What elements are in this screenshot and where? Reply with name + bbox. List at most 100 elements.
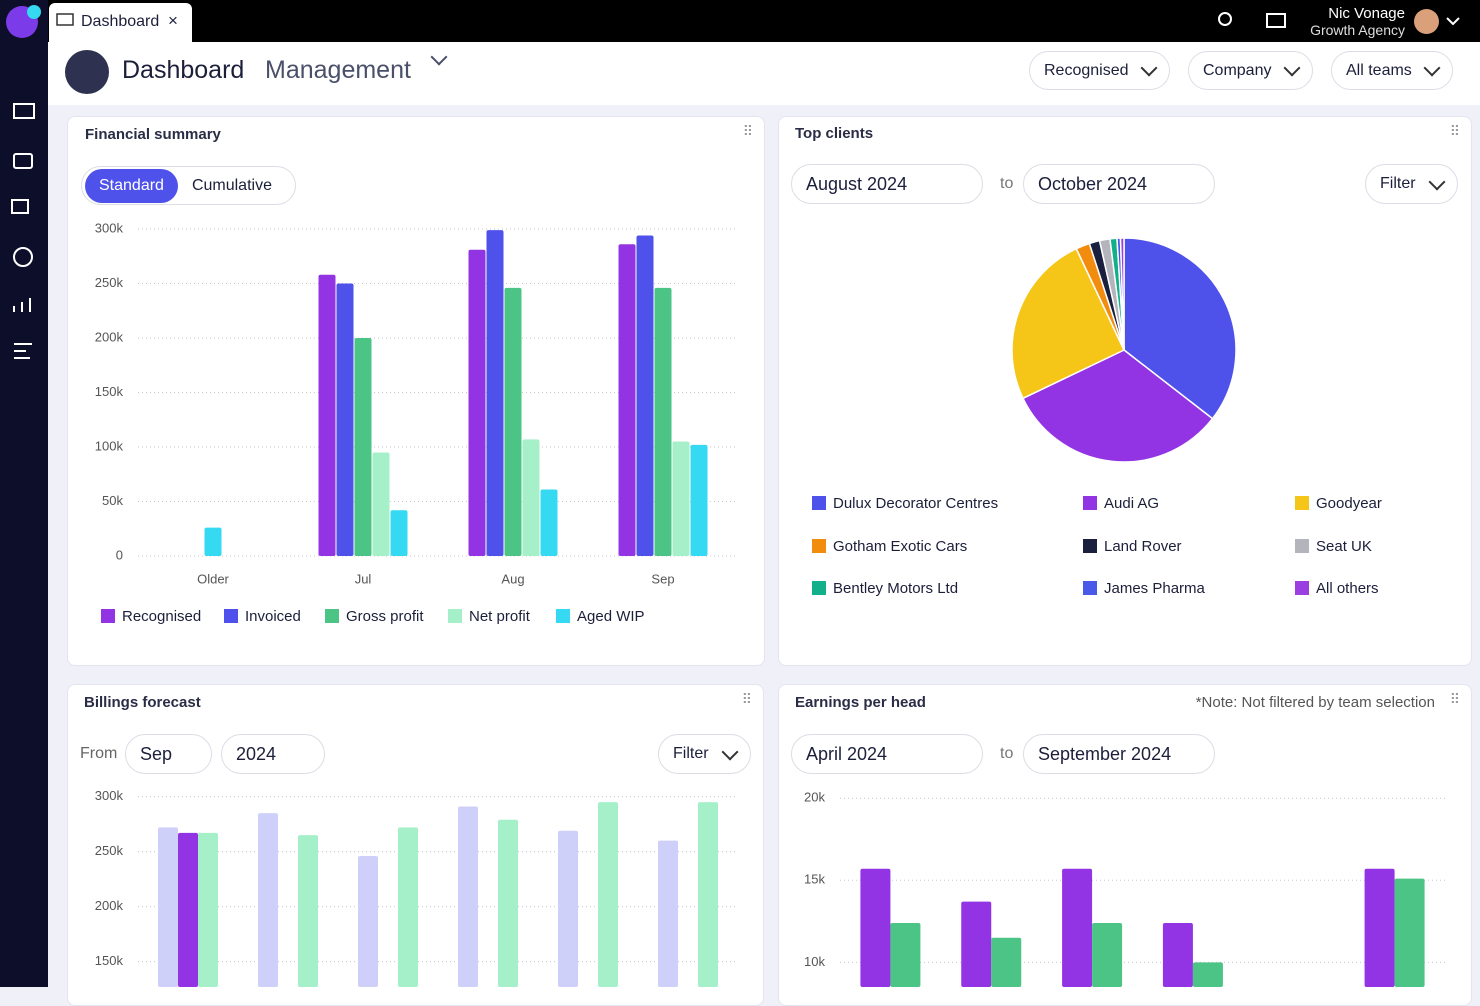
- date-label: September 2024: [1038, 743, 1172, 764]
- y-tick-label: 15k: [804, 872, 825, 887]
- y-tick-label: 10k: [804, 954, 825, 969]
- filter-button[interactable]: Filter: [658, 734, 751, 774]
- card-title: Earnings per head: [795, 694, 926, 711]
- bar: [690, 444, 708, 556]
- logo-dot[interactable]: [27, 5, 41, 19]
- pie-slice: [1021, 349, 1214, 463]
- legend-swatch: [812, 539, 826, 553]
- legend-swatch: [812, 581, 826, 595]
- pie-slice: [1119, 237, 1125, 351]
- tab-label: Dashboard: [81, 13, 160, 30]
- user[interactable]: Nic Vonage Growth Agency: [1310, 5, 1405, 38]
- legend-label: Seat UK: [1316, 538, 1372, 555]
- legend-swatch: [325, 609, 339, 623]
- y-tick-label: 50k: [102, 493, 123, 508]
- x-tick-label: Aug: [501, 571, 524, 586]
- bar: [991, 937, 1022, 987]
- bar: [354, 338, 372, 556]
- date-to[interactable]: October 2024: [1023, 164, 1215, 204]
- nav-delivery[interactable]: [11, 199, 29, 214]
- date-to[interactable]: September 2024: [1023, 734, 1215, 774]
- bar: [540, 489, 558, 556]
- view-select[interactable]: Management: [265, 48, 448, 85]
- to-label: to: [1000, 175, 1014, 192]
- year-select[interactable]: 2024: [221, 734, 325, 774]
- bar: [672, 441, 690, 556]
- windows-icon[interactable]: [1266, 13, 1286, 28]
- avatar[interactable]: [1414, 9, 1439, 34]
- nav-time[interactable]: [13, 247, 33, 267]
- bar: [258, 813, 278, 987]
- legend-label: Goodyear: [1316, 495, 1382, 512]
- legend-swatch: [1295, 581, 1309, 595]
- filter-label: All teams: [1346, 61, 1412, 79]
- legend-label: James Pharma: [1104, 580, 1206, 597]
- bar: [1394, 878, 1425, 987]
- y-tick-label: 200k: [95, 898, 124, 913]
- bar: [198, 832, 218, 987]
- toggle-option[interactable]: Cumulative: [191, 176, 272, 194]
- tab-close[interactable]: ×: [168, 11, 178, 30]
- legend-label: Land Rover: [1104, 538, 1182, 555]
- drag-handle[interactable]: ⠿: [1449, 691, 1461, 707]
- bar: [358, 856, 378, 987]
- filter-pill[interactable]: Company: [1188, 51, 1313, 90]
- y-tick-label: 150k: [95, 384, 124, 399]
- drag-handle[interactable]: ⠿: [1449, 123, 1461, 139]
- bar: [598, 802, 618, 987]
- filter-pill[interactable]: Recognised: [1029, 51, 1170, 90]
- tab[interactable]: Dashboard ×: [49, 3, 192, 42]
- y-tick-label: 150k: [95, 953, 124, 968]
- y-tick-label: 300k: [95, 220, 124, 235]
- search-icon[interactable]: [1218, 12, 1232, 26]
- legend-label: Audi AG: [1104, 495, 1159, 512]
- bar: [298, 835, 318, 987]
- header-title: Dashboard: [122, 56, 245, 84]
- nav-planning[interactable]: [14, 343, 32, 359]
- bar: [636, 235, 654, 557]
- legend-swatch: [556, 609, 570, 623]
- bar: [318, 274, 336, 556]
- x-tick-label: Sep: [651, 571, 674, 586]
- user-name: Nic Vonage: [1328, 5, 1405, 22]
- card: Top clients ⠿ August 2024 to October 202…: [778, 116, 1472, 666]
- legend-swatch: [1295, 496, 1309, 510]
- bar: [558, 830, 578, 987]
- nav-reports[interactable]: [13, 298, 31, 312]
- bar: [158, 827, 178, 987]
- bar: [336, 283, 354, 556]
- month-select[interactable]: Sep: [125, 734, 212, 774]
- x-tick-label: Jul: [355, 571, 372, 586]
- date-label: August 2024: [806, 173, 908, 194]
- bar: [698, 802, 718, 987]
- legend-label: Dulux Decorator Centres: [833, 495, 998, 512]
- legend-swatch: [448, 609, 462, 623]
- legend-label: Gotham Exotic Cars: [833, 538, 967, 555]
- legend-swatch: [1083, 496, 1097, 510]
- legend-swatch: [812, 496, 826, 510]
- y-tick-label: 20k: [804, 790, 825, 805]
- drag-handle[interactable]: ⠿: [742, 123, 754, 139]
- top-icons: [1218, 12, 1460, 28]
- toggle-option[interactable]: Standard: [85, 168, 178, 203]
- bar: [658, 840, 678, 987]
- bar: [498, 819, 518, 987]
- filter-button[interactable]: Filter: [1365, 164, 1458, 204]
- nav-dashboard[interactable]: [13, 103, 35, 119]
- y-tick-label: 300k: [95, 788, 124, 803]
- nav-jobs[interactable]: [13, 153, 33, 169]
- filter-pill[interactable]: All teams: [1331, 51, 1453, 90]
- filter-label: Company: [1203, 61, 1272, 79]
- date-from[interactable]: August 2024: [791, 164, 983, 204]
- bar: [1162, 922, 1193, 987]
- pie-slice: [1123, 237, 1237, 420]
- date-from[interactable]: April 2024: [791, 734, 983, 774]
- user-menu[interactable]: [1446, 17, 1460, 26]
- drag-handle[interactable]: ⠿: [741, 691, 753, 707]
- bar: [1092, 922, 1123, 987]
- year-label: 2024: [236, 743, 277, 764]
- bar: [468, 249, 486, 556]
- card-title: Billings forecast: [84, 694, 201, 711]
- bar: [1062, 868, 1093, 987]
